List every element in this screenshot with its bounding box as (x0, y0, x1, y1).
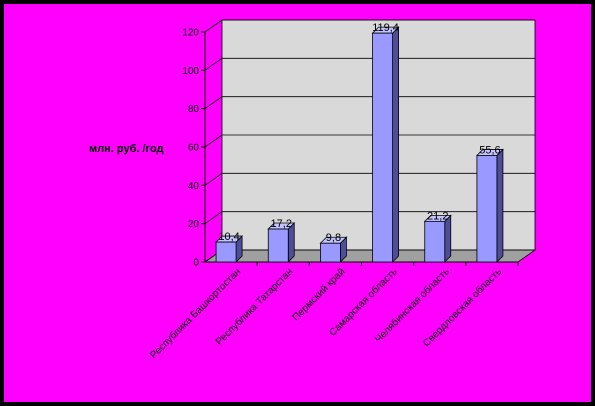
gridline (204, 96, 535, 109)
bar (215, 235, 244, 263)
y-axis-label: млн. руб. /год (89, 143, 164, 155)
gridlines (204, 19, 535, 263)
y-tick-label: 20 (188, 219, 200, 230)
gridline (204, 172, 535, 186)
data-label: 10,4 (218, 231, 239, 243)
data-label: 17,2 (271, 218, 292, 230)
bars (215, 26, 504, 263)
y-tick-label: 80 (188, 104, 200, 115)
y-tick-label: 60 (188, 143, 200, 154)
gridline (204, 211, 535, 224)
y-tick-label: 120 (182, 28, 199, 39)
bar (319, 236, 348, 263)
bar (267, 222, 296, 263)
y-tick-label: 40 (188, 181, 200, 192)
bar (475, 148, 504, 263)
data-label: 119,4 (372, 22, 399, 34)
bar (371, 26, 400, 263)
bar (423, 214, 452, 263)
y-axis-ticks: 0 20 40 60 80 100 120 (182, 28, 205, 269)
bar-chart: 0 20 40 60 80 100 120 10,4 17,2 9,8 119,4 21,2 55,6… (4, 4, 591, 402)
y-tick-label: 0 (193, 258, 199, 269)
gridline (204, 57, 535, 71)
data-label: 55,6 (479, 144, 500, 156)
gridline (204, 19, 535, 33)
data-label: 9,8 (326, 232, 341, 244)
gridline (204, 134, 535, 148)
data-labels: 10,4 17,2 9,8 119,4 21,2 55,6 (218, 22, 500, 244)
y-tick-label: 100 (182, 66, 199, 77)
chart-background: 0 20 40 60 80 100 120 10,4 17,2 9,8 119,4 21,2 55,6… (4, 4, 591, 402)
data-label: 21,2 (427, 210, 448, 222)
